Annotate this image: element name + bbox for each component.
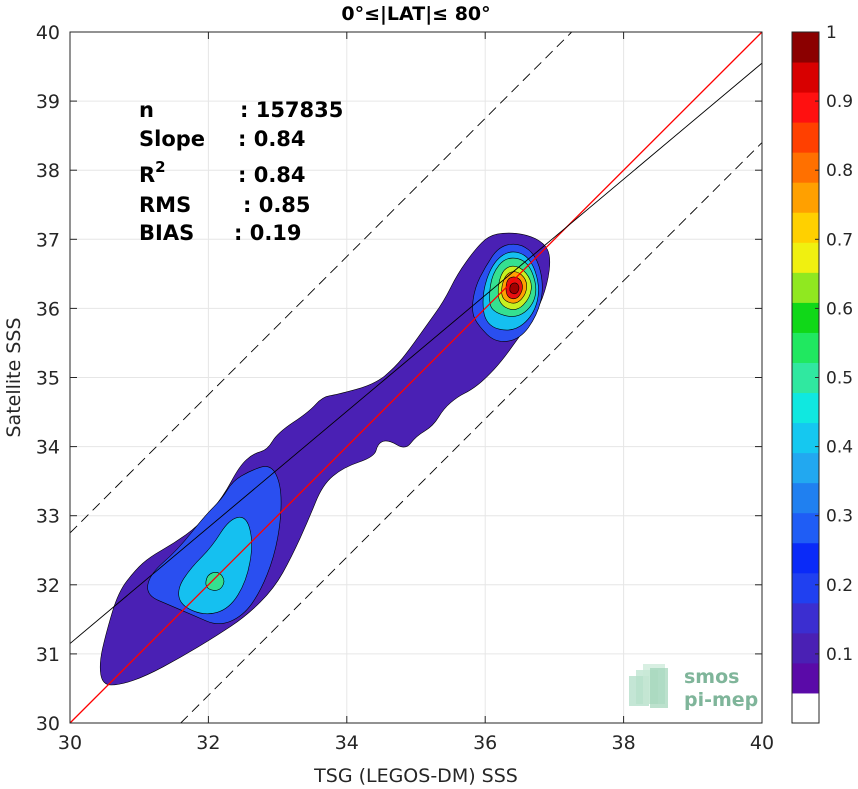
- colorbar-segment: [792, 692, 819, 724]
- y-tick-label: 38: [36, 160, 60, 182]
- regression-line: [69, 62, 763, 644]
- y-tick-label: 33: [36, 506, 60, 528]
- colorbar-segment: [792, 122, 819, 153]
- chart-title: 0°≤|LAT|≤ 80°: [341, 3, 490, 25]
- logo-wave-shape: [650, 668, 668, 708]
- colorbar-segment: [792, 632, 819, 664]
- colorbar-segment: [792, 182, 819, 213]
- axis-ticks: 30 32 34 36 38 40 30 31 32 33 34 35 36 37 38 39 40: [36, 22, 774, 754]
- x-tick-label: 34: [335, 732, 359, 754]
- y-tick-label: 36: [36, 298, 60, 320]
- one-to-one-line: [69, 31, 763, 724]
- colorbar-tick-label: 0.3: [826, 507, 853, 527]
- colorbar-tick-label: 0.4: [826, 438, 853, 458]
- x-tick-label: 40: [750, 732, 774, 754]
- logo-text-pi-mep: pi-mep: [684, 689, 758, 711]
- colorbar-tick-label: 0.5: [826, 369, 853, 389]
- colorbar-tick-label: 0.8: [826, 161, 853, 181]
- colorbar-segment: [792, 212, 819, 243]
- colorbar-segment: [792, 152, 819, 183]
- colorbar-segment: [792, 512, 819, 544]
- upper-bound-line: [69, 31, 573, 534]
- stat-label-slope: Slope: [139, 127, 205, 151]
- y-tick-label: 39: [36, 91, 60, 113]
- logo-text-smos: smos: [684, 666, 739, 688]
- colorbar-segment: [792, 572, 819, 604]
- stat-value-r: : 0.84: [238, 163, 306, 187]
- colorbar-segment: [792, 602, 819, 634]
- x-tick-label: 32: [196, 732, 220, 754]
- density-contour-1: [509, 282, 520, 295]
- x-tick-label: 30: [58, 732, 82, 754]
- stat-label-rms: RMS: [139, 193, 191, 217]
- colorbar-segment: [792, 62, 819, 93]
- y-tick-label: 31: [36, 644, 60, 666]
- stat-label-r: R2: [139, 158, 166, 187]
- colorbar-segment: [792, 332, 819, 363]
- stat-value-slope: : 0.84: [238, 127, 306, 151]
- lower-bound-line: [180, 142, 763, 724]
- stats-annotation: n : 157835 Slope : 0.84 R2 : 0.84 RMS : 0.85 BIA…: [139, 98, 343, 245]
- reference-lines: [69, 31, 763, 724]
- y-tick-label: 37: [36, 229, 60, 251]
- colorbar-segment: [792, 92, 819, 123]
- density-contours: [99, 232, 551, 686]
- colorbar-segment: [792, 542, 819, 574]
- x-axis-label: TSG (LEGOS-DM) SSS: [313, 765, 518, 787]
- y-tick-label: 40: [36, 22, 60, 44]
- density-contour-0-3: [178, 516, 252, 615]
- y-tick-label: 30: [36, 713, 60, 735]
- colorbar-tick-label: 1: [826, 23, 837, 43]
- stat-value-n: : 157835: [240, 98, 343, 122]
- y-tick-label: 32: [36, 575, 60, 597]
- colorbar-segment: [792, 242, 819, 273]
- y-axis-label: Satellite SSS: [3, 317, 25, 437]
- colorbar-segment: [792, 362, 819, 394]
- colorbar-segment: [792, 662, 819, 694]
- colorbar-segment: [792, 272, 819, 303]
- stat-label-n: n: [139, 98, 154, 122]
- colorbar-segment: [792, 32, 819, 63]
- colorbar-tick-label: 0.6: [826, 299, 853, 319]
- colorbar-tick-label: 0.7: [826, 230, 853, 250]
- stat-label-bias: BIAS: [139, 221, 194, 245]
- colorbar-segment: [792, 482, 819, 514]
- y-tick-label: 35: [36, 368, 60, 390]
- y-tick-label: 34: [36, 437, 60, 459]
- x-tick-label: 36: [473, 732, 497, 754]
- colorbar-tick-label: 0.2: [826, 576, 853, 596]
- colorbar-segment: [792, 422, 819, 454]
- x-tick-label: 38: [612, 732, 636, 754]
- density-contour-0-45: [205, 571, 225, 591]
- colorbar-segment: [792, 302, 819, 333]
- colorbar-tick-label: 0.1: [826, 645, 853, 665]
- colorbar-segment: [792, 392, 819, 424]
- colorbar-segment: [792, 452, 819, 484]
- colorbar-tick-label: 0.9: [826, 92, 853, 112]
- stat-value-bias: : 0.19: [234, 221, 302, 245]
- logo-emblem-icon: [629, 664, 668, 708]
- colorbar: 0.1 0.2 0.3 0.4 0.5 0.6 0.7 0.8 0.9 1: [791, 23, 853, 724]
- stat-value-rms: : 0.85: [243, 193, 311, 217]
